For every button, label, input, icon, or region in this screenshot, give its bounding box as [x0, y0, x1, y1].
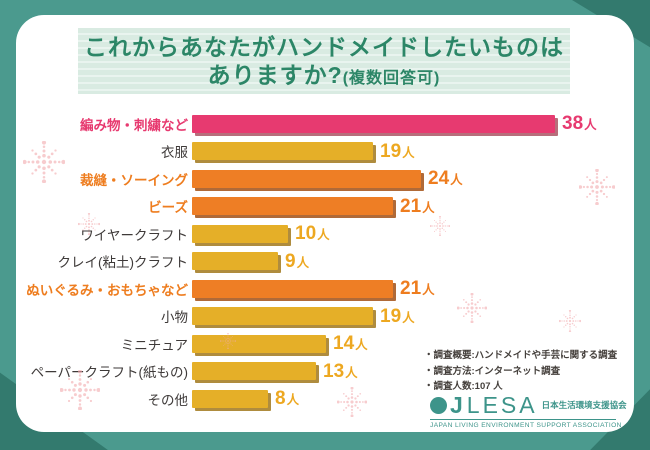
bar	[192, 307, 373, 326]
value-label: 13人	[323, 362, 358, 381]
chart-row: 編み物・刺繍など 38人	[16, 110, 634, 138]
bar-track: 19人	[192, 142, 634, 161]
organization-logo: J LESA 日本生活環境支援協会 JAPAN LIVING ENVIRONME…	[430, 391, 627, 429]
value-number: 10	[295, 223, 317, 245]
category-label: ぬいぐるみ・おもちゃなど	[26, 282, 188, 298]
value-label: 38人	[562, 114, 597, 133]
category-label: 編み物・刺繍など	[80, 117, 188, 133]
value-number: 13	[323, 360, 345, 382]
logo-circle-icon	[430, 396, 447, 414]
category-label: ビーズ	[148, 200, 188, 216]
value-label: 8人	[275, 389, 299, 408]
value-number: 14	[333, 333, 355, 355]
logo-letter-j: J	[450, 391, 463, 418]
logo-row: J LESA 日本生活環境支援協会	[430, 391, 627, 418]
value-label: 19人	[380, 142, 415, 161]
note-line: ・調査概要:ハンドメイドや手芸に関する調査	[424, 350, 618, 361]
bar-track: 21人	[192, 197, 634, 216]
logo-english-name: JAPAN LIVING ENVIRONMENT SUPPORT ASSOCIA…	[430, 419, 621, 429]
content-card: これからあなたがハンドメイドしたいものは ありますか?(複数回答可) 編み物・刺…	[16, 15, 634, 432]
value-unit: 人	[584, 118, 597, 133]
survey-notes: ・調査概要:ハンドメイドや手芸に関する調査 ・調査方法:インターネット調査 ・調査人…	[424, 348, 629, 395]
value-unit: 人	[355, 338, 368, 353]
note-line: ・調査人数:107 人	[424, 381, 503, 392]
value-label: 24人	[428, 169, 463, 188]
value-unit: 人	[296, 255, 310, 270]
chart-row: その他 8人	[16, 385, 634, 413]
page-title-line2-main: ありますか?	[207, 62, 343, 88]
value-number: 24	[428, 168, 450, 190]
category-label: その他	[147, 392, 189, 408]
chart-rows: 編み物・刺繍など 38人 衣服 19人 裁縫・ソーイング 24人 ビーズ 21人 ワイヤークラフ…	[16, 110, 634, 413]
bar	[192, 362, 316, 381]
page-title-line2: ありますか?(複数回答可)	[208, 61, 441, 89]
bar-track: 14人	[192, 334, 634, 353]
value-label: 21人	[400, 197, 435, 216]
category-label: ペーパークラフト(紙もの)	[30, 365, 188, 381]
value-number: 21	[400, 278, 422, 300]
page-title-line2-note: (複数回答可)	[342, 70, 441, 87]
chart-row: 小物 19人	[16, 303, 634, 331]
bar-track: 24人	[192, 169, 634, 188]
bar-track: 9人	[192, 252, 634, 271]
note-line: ・調査方法:インターネット調査	[424, 365, 561, 377]
value-label: 10人	[295, 224, 330, 243]
value-unit: 人	[422, 200, 435, 215]
category-label: 小物	[161, 310, 188, 326]
bar	[192, 389, 268, 408]
value-label: 21人	[400, 279, 435, 298]
value-number: 8	[275, 388, 286, 410]
bar-track: 19人	[192, 307, 634, 326]
value-number: 9	[285, 250, 296, 272]
value-unit: 人	[450, 173, 463, 188]
value-number: 21	[400, 195, 422, 217]
bar-track: 13人	[192, 362, 634, 381]
category-label: 衣服	[161, 145, 188, 161]
value-number: 19	[380, 140, 402, 162]
category-label: 裁縫・ソーイング	[80, 172, 188, 188]
bar	[192, 169, 421, 188]
value-unit: 人	[345, 365, 358, 380]
bar	[192, 279, 393, 298]
chart-row: ペーパークラフト(紙もの) 13人	[16, 358, 634, 386]
category-label: クレイ(粘土)クラフト	[57, 255, 189, 271]
bar	[192, 142, 373, 161]
value-number: 38	[562, 113, 584, 135]
category-label: ワイヤークラフト	[80, 227, 188, 243]
bar-track: 8人	[192, 389, 634, 408]
page-title-line1: これからあなたがハンドメイドしたいものは	[84, 33, 564, 60]
bar	[192, 224, 288, 243]
category-label: ミニチュア	[120, 337, 188, 353]
chart-row: ビーズ 21人	[16, 193, 634, 221]
value-label: 14人	[333, 334, 368, 353]
value-number: 19	[380, 305, 402, 327]
bar-track: 10人	[192, 224, 634, 243]
value-label: 19人	[380, 307, 415, 326]
bar-track: 21人	[192, 279, 634, 298]
chart-row: クレイ(粘土)クラフト 9人	[16, 248, 634, 276]
chart-row: ミニチュア 14人	[16, 330, 634, 358]
value-unit: 人	[402, 145, 415, 160]
value-unit: 人	[317, 228, 330, 243]
value-unit: 人	[422, 283, 435, 298]
chart-row: ワイヤークラフト 10人	[16, 220, 634, 248]
value-label: 9人	[285, 252, 309, 271]
value-unit: 人	[402, 310, 415, 325]
bar-track: 38人	[192, 114, 634, 133]
bar	[192, 334, 326, 353]
bar	[192, 197, 393, 216]
chart-row: 衣服 19人	[16, 138, 634, 166]
logo-name: LESA	[466, 391, 538, 418]
value-unit: 人	[286, 393, 300, 408]
bar	[192, 114, 555, 133]
bar-chart: 編み物・刺繍など 38人 衣服 19人 裁縫・ソーイング 24人 ビーズ 21人 ワイヤークラフ…	[16, 110, 634, 413]
title-banner: これからあなたがハンドメイドしたいものは ありますか?(複数回答可)	[78, 28, 570, 94]
logo-japanese-name: 日本生活環境支援協会	[541, 400, 627, 410]
chart-row: ぬいぐるみ・おもちゃなど 21人	[16, 275, 634, 303]
bar	[192, 252, 278, 271]
chart-row: 裁縫・ソーイング 24人	[16, 165, 634, 193]
